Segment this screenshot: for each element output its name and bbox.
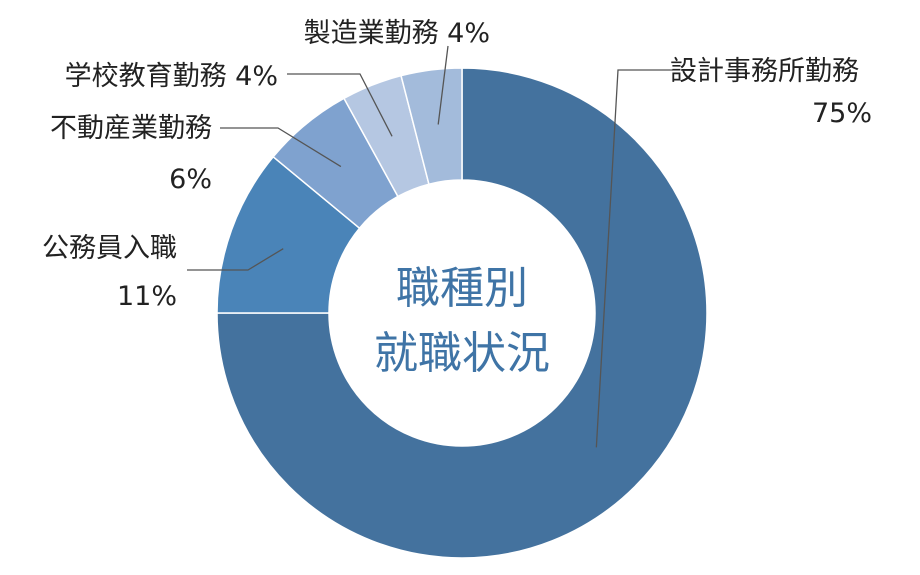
slice-label-0-0: 設計事務所勤務 bbox=[670, 56, 859, 87]
slice-4 bbox=[400, 67, 463, 186]
leader-lines bbox=[187, 45, 673, 448]
leader-line-2 bbox=[220, 127, 342, 168]
leader-line-3 bbox=[287, 73, 393, 137]
leader-line-4 bbox=[437, 45, 449, 125]
slice-label-3-0: 学校教育勤務 4% bbox=[65, 61, 278, 92]
slice-0 bbox=[216, 67, 708, 559]
slice-label-1-1: 11% bbox=[117, 281, 177, 312]
leader-line-0 bbox=[595, 69, 673, 448]
slice-labels: 設計事務所勤務 75% 公務員入職 11% 不動産業勤務 6% 学校教育勤務 4% 製造業勤務… bbox=[42, 18, 872, 312]
slice-label-4-0: 製造業勤務 4% bbox=[304, 18, 490, 49]
slice-label-1-0: 公務員入職 bbox=[42, 233, 177, 264]
leader-line-1 bbox=[187, 248, 284, 271]
slice-label-0-1: 75% bbox=[812, 98, 872, 129]
slice-label-2-0: 不動産業勤務 bbox=[50, 113, 212, 144]
center-title-line2: 就職状況 bbox=[374, 328, 550, 379]
center-title-line1: 職種別 bbox=[396, 263, 528, 314]
slice-label-2-1: 6% bbox=[169, 164, 212, 195]
